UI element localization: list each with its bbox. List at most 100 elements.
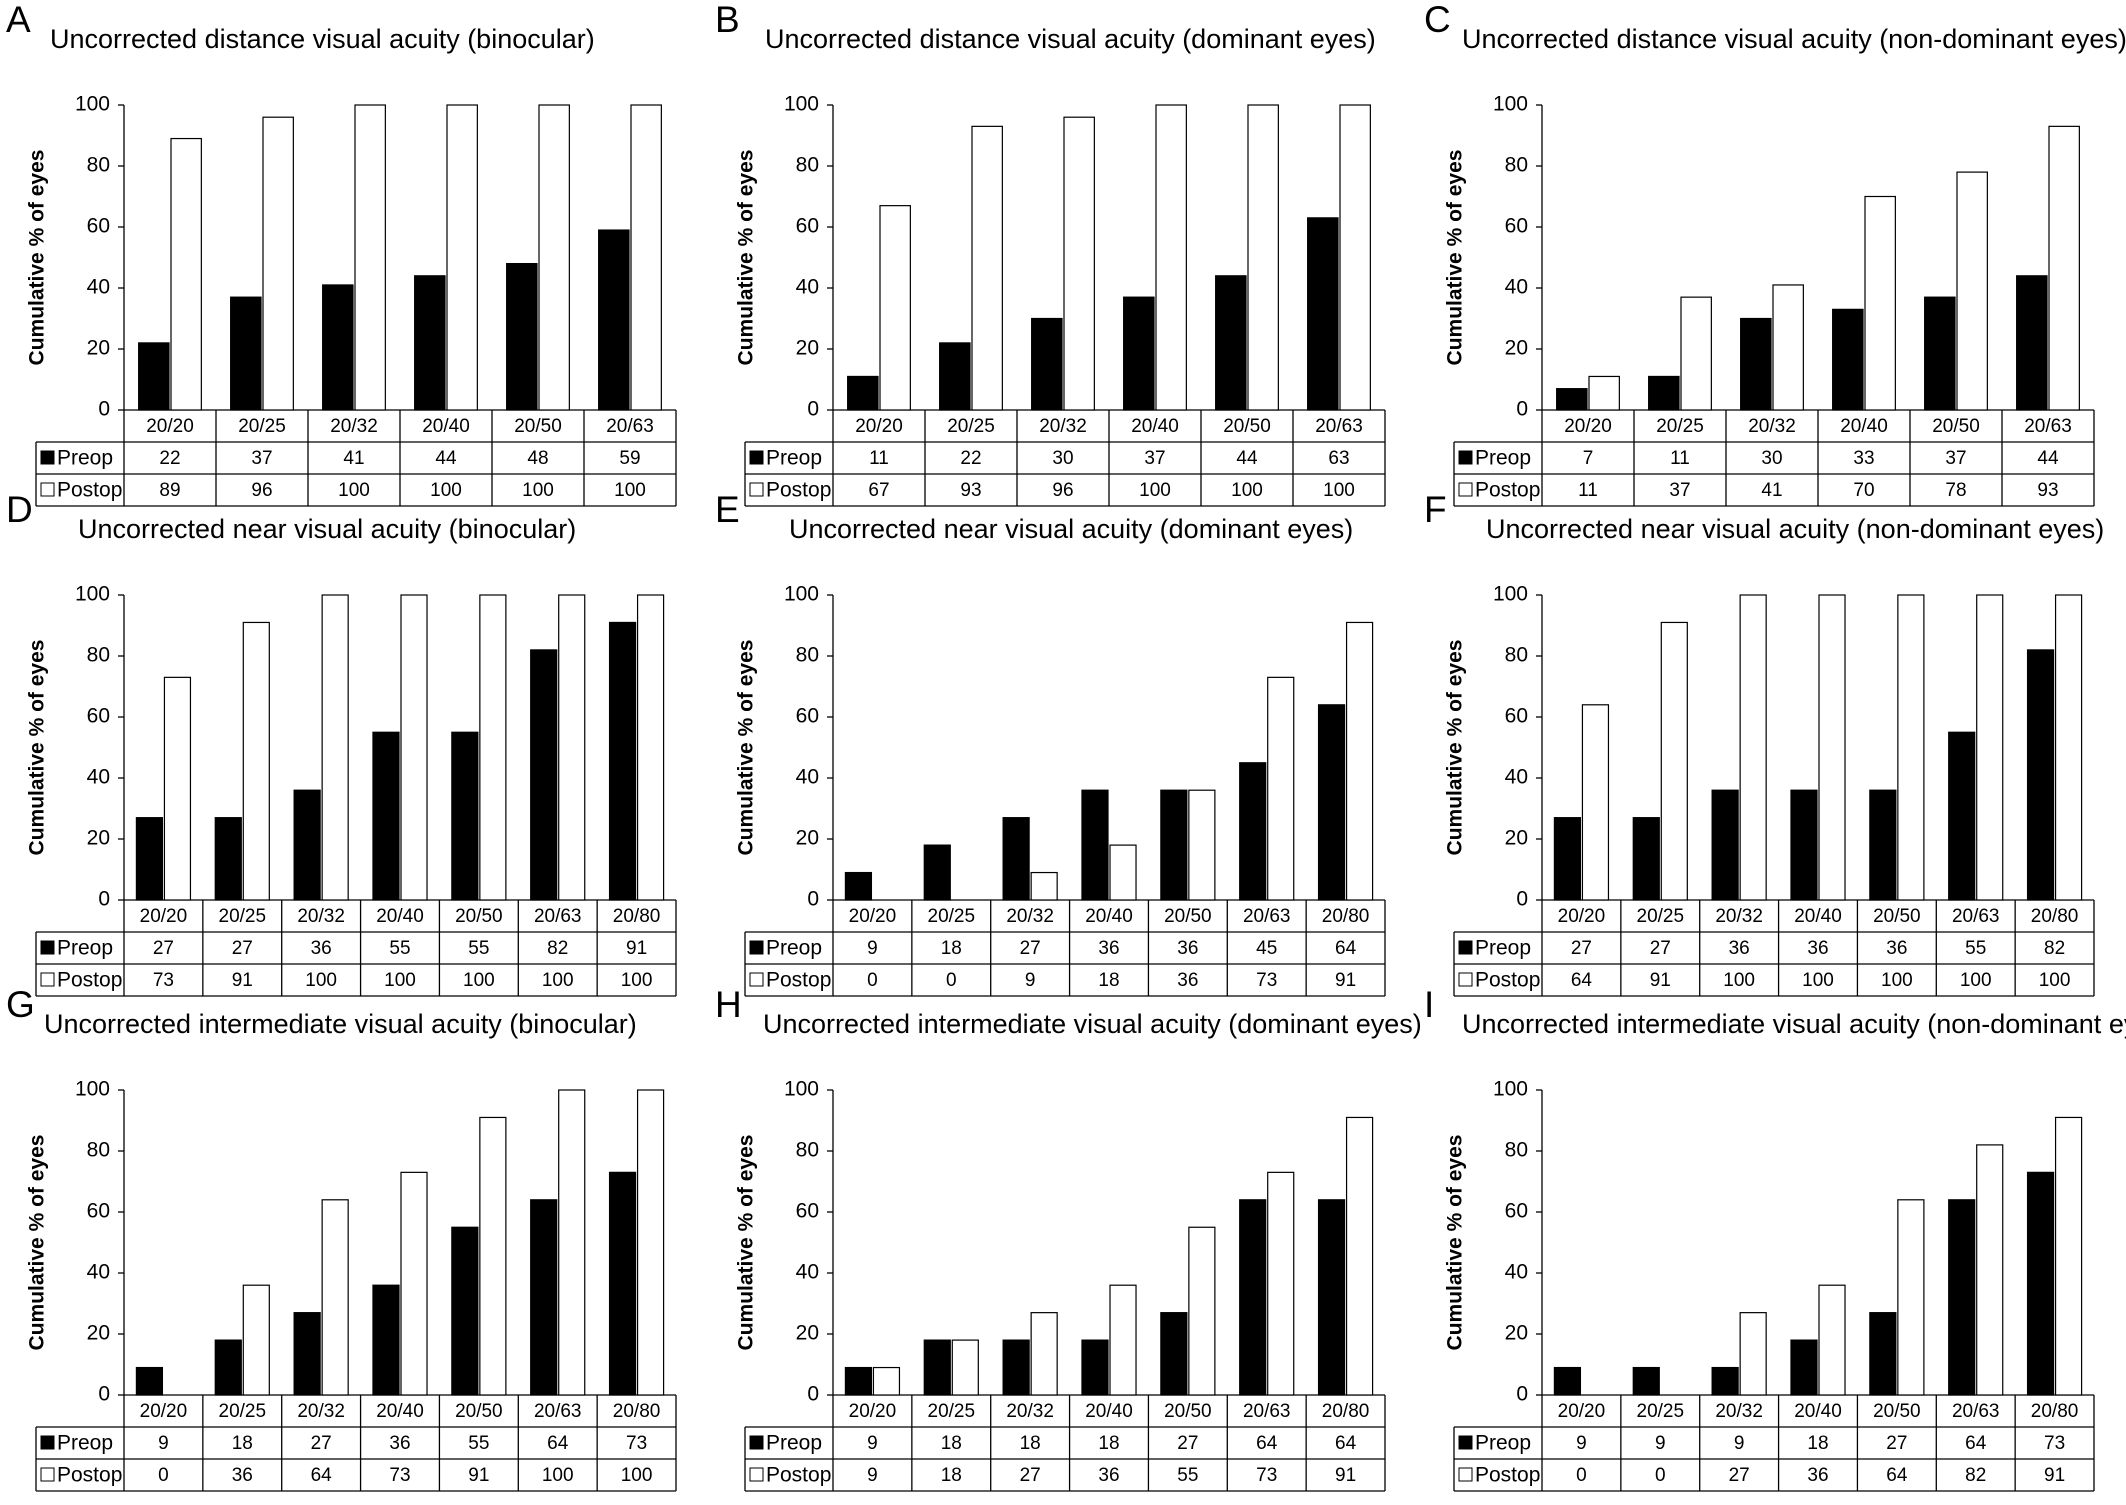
table-value-preop: 27 <box>232 938 253 959</box>
table-value-postop: 9 <box>867 1465 878 1486</box>
bar-preop <box>451 731 479 901</box>
y-tick-label: 20 <box>796 827 819 850</box>
bar-postop <box>1897 594 1925 901</box>
chart-panel-e: E Uncorrected near visual acuity (dominan… <box>709 490 1417 997</box>
legend-label-preop: Preop <box>766 1432 822 1455</box>
x-tick-label: 20/40 <box>376 906 424 927</box>
table-value-postop: 0 <box>1655 1465 1666 1486</box>
x-tick-label: 20/32 <box>297 1401 345 1422</box>
bar-postop <box>951 1339 979 1396</box>
legend-label-postop: Postop <box>1475 969 1540 992</box>
chart-svg: Cumulative % of eyes 0 20 40 60 80 100 Preop Pos… <box>26 583 677 997</box>
table-value-postop: 73 <box>389 1465 410 1486</box>
table-value-postop: 100 <box>1802 970 1834 991</box>
table-value-preop: 64 <box>1335 938 1357 959</box>
y-tick-label: 40 <box>87 1261 110 1284</box>
y-axis-label: Cumulative % of eyes <box>1444 640 1467 856</box>
legend-swatch-postop <box>1458 482 1473 497</box>
bar-preop <box>1556 388 1588 411</box>
x-tick-label: 20/20 <box>849 906 897 927</box>
table-value-postop: 55 <box>1177 1465 1198 1486</box>
bar-postop <box>400 1171 428 1396</box>
bar-postop <box>1267 676 1295 901</box>
panel-letter: G <box>6 984 35 1025</box>
x-tick-label: 20/25 <box>219 906 267 927</box>
x-tick-label: 20/63 <box>1243 1401 1291 1422</box>
bar-preop <box>598 229 630 411</box>
table-value-preop: 33 <box>1853 448 1874 469</box>
bar-postop <box>1588 375 1620 411</box>
bar-preop <box>844 871 873 901</box>
bar-postop <box>971 125 1003 411</box>
legend-label-preop: Preop <box>57 937 113 960</box>
legend-swatch-postop <box>1458 972 1473 987</box>
x-tick-label: 20/40 <box>1840 416 1888 437</box>
chart-title: Uncorrected near visual acuity (non-domi… <box>1486 514 2105 544</box>
y-tick-label: 60 <box>87 1200 110 1223</box>
x-tick-label: 20/25 <box>928 1401 976 1422</box>
chart-panel-f: F Uncorrected near visual acuity (non-dom… <box>1418 489 2126 997</box>
bar-preop <box>1869 1312 1897 1396</box>
y-tick-label: 20 <box>87 827 110 850</box>
legend-label-preop: Preop <box>766 447 822 470</box>
x-tick-label: 20/50 <box>514 416 562 437</box>
panel-letter: F <box>1424 489 1447 530</box>
table-value-postop: 91 <box>468 1465 489 1486</box>
table-value-preop: 55 <box>389 938 410 959</box>
y-tick-label: 0 <box>1516 888 1528 911</box>
panel-letter: B <box>715 0 740 40</box>
table-value-postop: 100 <box>522 480 554 501</box>
table-value-postop: 100 <box>1960 970 1992 991</box>
legend-label-postop: Postop <box>57 1464 122 1487</box>
legend-label-postop: Postop <box>57 479 122 502</box>
legend-swatch-postop <box>1458 1467 1473 1482</box>
bar-preop <box>1553 817 1582 901</box>
table-value-postop: 100 <box>1231 480 1263 501</box>
y-tick-label: 100 <box>784 1078 819 1101</box>
bar-preop <box>923 1339 951 1396</box>
bar-preop <box>230 296 262 411</box>
table-value-postop: 0 <box>1576 1465 1587 1486</box>
legend-label-postop: Postop <box>766 969 831 992</box>
table-value-preop: 37 <box>1945 448 1966 469</box>
table-value-postop: 67 <box>868 480 889 501</box>
chart-title: Uncorrected distance visual acuity (bino… <box>50 24 595 54</box>
bar-preop <box>2016 275 2048 411</box>
bar-postop <box>636 1089 665 1396</box>
panel-letter: H <box>715 984 742 1025</box>
y-tick-label: 60 <box>796 705 819 728</box>
y-tick-label: 80 <box>87 644 110 667</box>
bar-preop <box>1239 1199 1267 1396</box>
bar-preop <box>1002 1339 1030 1396</box>
y-tick-label: 100 <box>75 93 110 116</box>
chart-panel-c: C Uncorrected distance visual acuity (non… <box>1418 0 2126 507</box>
bar-preop <box>451 1226 479 1396</box>
bar-preop <box>1924 296 1956 411</box>
x-tick-label: 20/32 <box>330 416 378 437</box>
legend-label-preop: Preop <box>1475 447 1531 470</box>
bar-postop <box>1109 1284 1137 1396</box>
bar-preop <box>214 1339 242 1396</box>
x-tick-label: 20/32 <box>1715 1401 1763 1422</box>
bar-preop <box>1160 789 1188 901</box>
x-tick-label: 20/80 <box>613 906 661 927</box>
table-value-postop: 100 <box>1139 480 1171 501</box>
y-tick-label: 40 <box>796 276 819 299</box>
bar-postop <box>1030 871 1058 901</box>
chart-svg: Cumulative % of eyes 0 20 40 60 80 100 Preop Pos… <box>1444 93 2095 507</box>
table-value-preop: 22 <box>159 448 180 469</box>
y-tick-label: 0 <box>98 1383 110 1406</box>
x-tick-label: 20/40 <box>1085 906 1133 927</box>
table-value-postop: 100 <box>305 970 337 991</box>
table-value-preop: 82 <box>2044 938 2065 959</box>
y-tick-label: 80 <box>1505 644 1528 667</box>
table-value-preop: 64 <box>1965 1433 1987 1454</box>
y-tick-label: 80 <box>87 1139 110 1162</box>
y-tick-label: 40 <box>1505 276 1528 299</box>
y-axis-label: Cumulative % of eyes <box>735 150 758 366</box>
table-value-preop: 36 <box>311 938 332 959</box>
table-value-preop: 64 <box>1335 1433 1357 1454</box>
x-tick-label: 20/20 <box>140 906 188 927</box>
bar-postop <box>1739 1312 1767 1396</box>
table-value-postop: 100 <box>542 1465 574 1486</box>
